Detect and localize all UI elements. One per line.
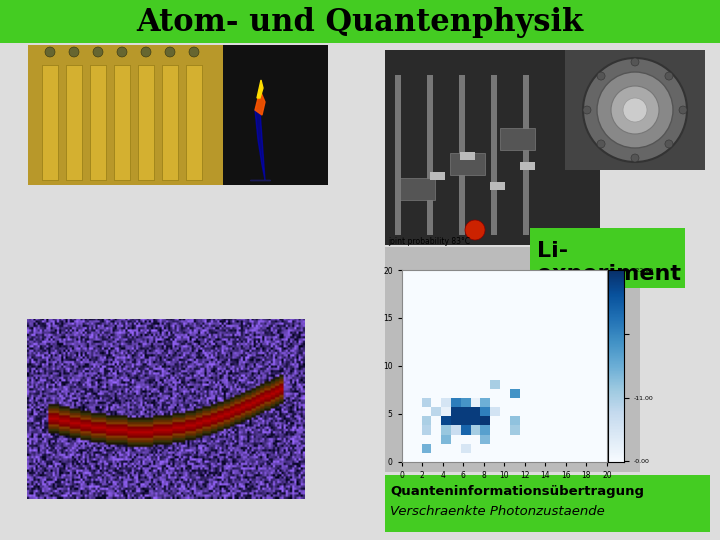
Bar (66, 65, 82, 180)
Bar (28, 45, 223, 185)
Text: Manipulation von
Bose-Einstein Kondensaten
und ultrakalten Atomen: Manipulation von Bose-Einstein Kondensat… (36, 400, 263, 460)
Polygon shape (255, 110, 265, 180)
Circle shape (623, 98, 647, 122)
Bar (90, 65, 106, 180)
Polygon shape (257, 80, 263, 98)
Bar (400, 178, 435, 200)
Text: Atom- und Quantenphysik: Atom- und Quantenphysik (136, 6, 584, 37)
Circle shape (93, 47, 103, 57)
Bar (28, 45, 328, 185)
Bar (385, 247, 640, 472)
Bar (490, 182, 505, 190)
Circle shape (665, 72, 673, 80)
Bar (162, 65, 178, 180)
Bar (459, 75, 465, 235)
Circle shape (117, 47, 127, 57)
Circle shape (631, 154, 639, 162)
Polygon shape (255, 90, 265, 115)
Bar (565, 50, 705, 170)
Circle shape (165, 47, 175, 57)
Circle shape (45, 47, 55, 57)
Text: joint probability 83°C: joint probability 83°C (388, 238, 470, 246)
Bar (530, 228, 685, 288)
Bar (385, 475, 710, 532)
Bar (395, 75, 401, 235)
Bar (430, 172, 445, 180)
Bar (186, 65, 202, 180)
Text: experiment: experiment (537, 264, 681, 284)
Text: Verschraenkte Photonzustaende: Verschraenkte Photonzustaende (390, 505, 605, 518)
Bar (450, 153, 485, 175)
Bar (42, 65, 58, 180)
Circle shape (583, 106, 591, 114)
Bar (385, 50, 600, 245)
Circle shape (189, 47, 199, 57)
Bar (500, 128, 535, 150)
Text: Li-: Li- (537, 241, 568, 261)
Circle shape (597, 72, 605, 80)
Bar (138, 65, 154, 180)
Circle shape (665, 140, 673, 148)
Bar (28, 392, 293, 477)
Circle shape (611, 86, 659, 134)
Bar (491, 75, 497, 235)
Bar (520, 162, 535, 170)
Circle shape (465, 220, 485, 240)
Circle shape (631, 58, 639, 66)
Bar (427, 75, 433, 235)
Circle shape (69, 47, 79, 57)
Circle shape (597, 140, 605, 148)
Circle shape (141, 47, 151, 57)
Circle shape (597, 72, 673, 148)
Bar (0, 0, 720, 43)
Bar (523, 75, 529, 235)
Bar (460, 152, 475, 160)
Circle shape (679, 106, 687, 114)
Text: Quanteninformationsübertragung: Quanteninformationsübertragung (390, 485, 644, 498)
Bar (114, 65, 130, 180)
Circle shape (583, 58, 687, 162)
